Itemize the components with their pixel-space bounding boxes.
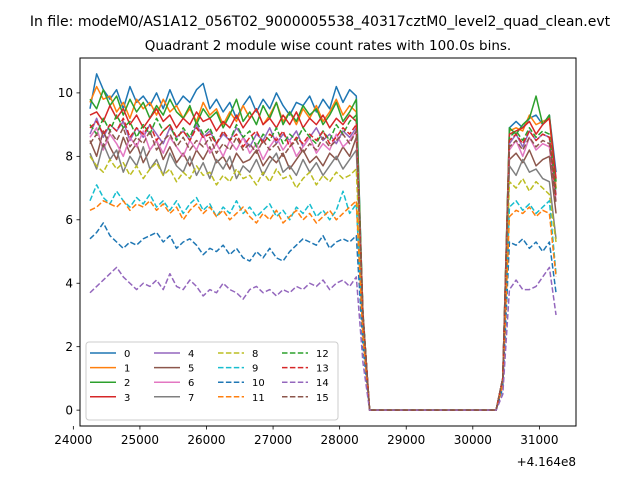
legend-label-0: 0	[124, 349, 130, 360]
legend-label-7: 7	[188, 393, 194, 404]
y-tick-label: 10	[58, 86, 73, 100]
legend-label-8: 8	[252, 349, 258, 360]
series-line-13	[89, 117, 557, 411]
legend-label-2: 2	[124, 378, 130, 389]
series-line-15	[89, 127, 557, 411]
y-tick-label: 0	[65, 403, 73, 417]
series-line-10	[89, 222, 557, 411]
legend-label-12: 12	[316, 349, 329, 360]
y-tick-label: 4	[65, 277, 73, 291]
legend-label-13: 13	[316, 364, 329, 375]
legend-label-1: 1	[124, 364, 130, 375]
x-tick-label: 30000	[454, 433, 492, 447]
plot-frame	[79, 57, 577, 427]
legend-label-15: 15	[316, 393, 329, 404]
x-tick-label: 27000	[254, 433, 292, 447]
figure-suptitle: In file: modeM0/AS1A12_056T02_9000005538…	[30, 14, 611, 30]
legend-label-11: 11	[252, 393, 265, 404]
y-tick-label: 6	[65, 213, 73, 227]
legend-box	[85, 341, 339, 421]
y-tick-label: 2	[65, 340, 73, 354]
x-axis: 24000 25000 26000 27000 28000 29000 30000 31000	[54, 426, 558, 447]
legend-label-5: 5	[188, 364, 194, 375]
x-tick-label: 24000	[54, 433, 92, 447]
x-tick-label: 29000	[387, 433, 425, 447]
legend-label-9: 9	[252, 364, 258, 375]
legend-label-4: 4	[188, 349, 194, 360]
legend-label-3: 3	[124, 393, 130, 404]
series-line-9	[89, 184, 557, 411]
x-tick-label: 26000	[187, 433, 225, 447]
legend-label-6: 6	[188, 378, 194, 389]
x-tick-label: 25000	[121, 433, 159, 447]
x-tick-label: 31000	[520, 433, 558, 447]
series-lines	[89, 73, 557, 411]
legend-label-14: 14	[316, 378, 329, 389]
x-axis-offset-label: +4.164e8	[517, 455, 576, 469]
legend-label-10: 10	[252, 378, 265, 389]
x-tick-label: 28000	[321, 433, 359, 447]
y-tick-label: 8	[65, 150, 73, 164]
chart-title: Quadrant 2 module wise count rates with …	[145, 38, 511, 54]
y-axis: 0 2 4 6 8 10	[58, 86, 80, 417]
series-line-12	[89, 114, 557, 411]
